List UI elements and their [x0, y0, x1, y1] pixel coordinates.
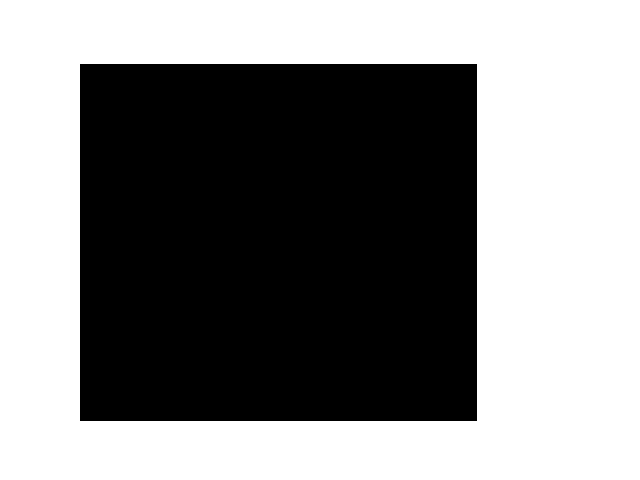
nodata-strip-top	[80, 64, 477, 69]
nodata-strip-top-right	[345, 64, 477, 67]
precipitation-map	[80, 64, 477, 421]
lake	[270, 377, 400, 421]
nodata-strip-left-lower	[80, 204, 87, 421]
land-background	[80, 64, 477, 421]
nodata-strip-left	[80, 64, 90, 204]
colorbar	[495, 94, 557, 396]
